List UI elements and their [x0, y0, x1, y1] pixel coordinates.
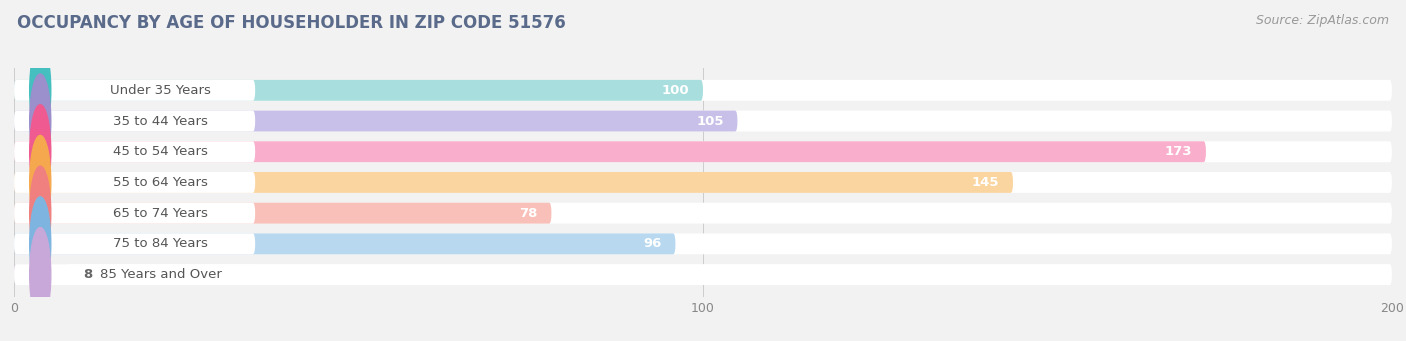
Circle shape: [30, 227, 51, 322]
Circle shape: [30, 74, 51, 168]
Circle shape: [30, 105, 51, 199]
FancyBboxPatch shape: [14, 172, 256, 193]
Text: 65 to 74 Years: 65 to 74 Years: [114, 207, 208, 220]
Text: 100: 100: [662, 84, 689, 97]
FancyBboxPatch shape: [14, 203, 1392, 224]
Text: 85 Years and Over: 85 Years and Over: [100, 268, 222, 281]
FancyBboxPatch shape: [14, 141, 1392, 162]
Text: 45 to 54 Years: 45 to 54 Years: [114, 145, 208, 158]
Text: 8: 8: [83, 268, 93, 281]
Circle shape: [30, 43, 51, 137]
Text: 78: 78: [519, 207, 537, 220]
FancyBboxPatch shape: [14, 233, 256, 254]
Text: Under 35 Years: Under 35 Years: [110, 84, 211, 97]
Text: 75 to 84 Years: 75 to 84 Years: [114, 237, 208, 250]
FancyBboxPatch shape: [14, 110, 256, 132]
Text: 55 to 64 Years: 55 to 64 Years: [114, 176, 208, 189]
Circle shape: [30, 197, 51, 291]
FancyBboxPatch shape: [14, 203, 551, 224]
Text: 173: 173: [1164, 145, 1192, 158]
Text: Source: ZipAtlas.com: Source: ZipAtlas.com: [1256, 14, 1389, 27]
Text: 35 to 44 Years: 35 to 44 Years: [114, 115, 208, 128]
FancyBboxPatch shape: [14, 110, 738, 132]
Circle shape: [30, 166, 51, 260]
FancyBboxPatch shape: [14, 80, 703, 101]
FancyBboxPatch shape: [14, 80, 1392, 101]
Text: 145: 145: [972, 176, 1000, 189]
Circle shape: [30, 135, 51, 229]
FancyBboxPatch shape: [14, 264, 256, 285]
FancyBboxPatch shape: [14, 233, 675, 254]
FancyBboxPatch shape: [14, 141, 256, 162]
FancyBboxPatch shape: [14, 264, 1392, 285]
Text: OCCUPANCY BY AGE OF HOUSEHOLDER IN ZIP CODE 51576: OCCUPANCY BY AGE OF HOUSEHOLDER IN ZIP C…: [17, 14, 565, 32]
FancyBboxPatch shape: [14, 110, 1392, 132]
FancyBboxPatch shape: [14, 172, 1392, 193]
Text: 105: 105: [696, 115, 724, 128]
FancyBboxPatch shape: [14, 172, 1014, 193]
FancyBboxPatch shape: [14, 233, 1392, 254]
FancyBboxPatch shape: [14, 80, 256, 101]
Text: 96: 96: [644, 237, 662, 250]
FancyBboxPatch shape: [14, 203, 256, 224]
FancyBboxPatch shape: [14, 141, 1206, 162]
FancyBboxPatch shape: [14, 264, 69, 285]
